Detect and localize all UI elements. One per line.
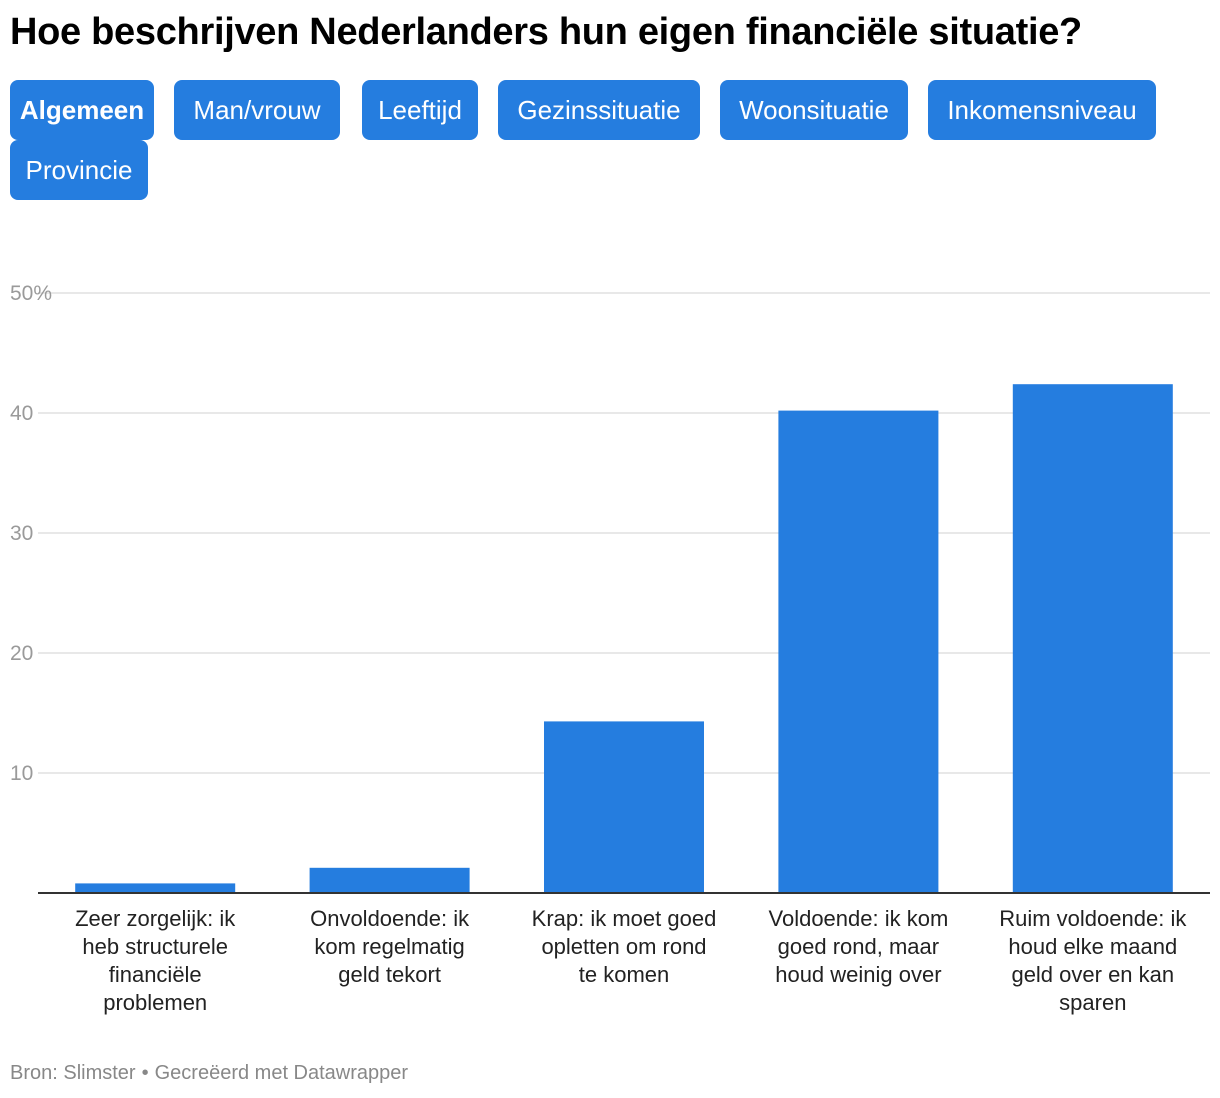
tab-inkomensniveau[interactable]: Inkomensniveau — [928, 80, 1156, 140]
source-separator: • — [141, 1062, 149, 1084]
bar — [309, 867, 470, 893]
y-tick-label: 30 — [10, 522, 33, 545]
tab-gezinssituatie[interactable]: Gezinssituatie — [498, 80, 700, 140]
x-tick-label: Voldoende: ik kom goed rond, maar houd wei… — [769, 906, 949, 987]
y-tick-label: 10 — [10, 762, 33, 785]
bar — [778, 410, 939, 893]
tab-woonsituatie[interactable]: Woonsituatie — [720, 80, 908, 140]
tab-leeftijd[interactable]: Leeftijd — [362, 80, 478, 140]
chart-title: Hoe beschrijven Nederlanders hun eigen f… — [10, 11, 1082, 53]
tab-algemeen[interactable]: Algemeen — [10, 80, 154, 140]
x-tick-label: Krap: ik moet goed opletten om rond te kom… — [532, 906, 717, 987]
x-tick-label: Zeer zorgelijk: ik heb structurele financi… — [75, 906, 236, 1015]
bar — [544, 721, 704, 893]
tab-provincie[interactable]: Provincie — [10, 140, 148, 200]
bar-chart: 10 20 30 40 50% Zeer zorgelijk: ik heb structu… — [10, 282, 1210, 1015]
source-label: Bron: Slimster — [10, 1062, 136, 1084]
tab-man-vrouw[interactable]: Man/vrouw — [174, 80, 340, 140]
x-tick-label: Onvoldoende: ik kom regelmatig geld tekort — [310, 906, 470, 987]
bar — [75, 883, 236, 893]
y-tick-label: 40 — [10, 402, 33, 425]
y-tick-label: 50% — [10, 282, 52, 305]
bar — [1012, 384, 1173, 893]
source-credit[interactable]: Gecreëerd met Datawrapper — [154, 1062, 409, 1084]
y-tick-label: 20 — [10, 642, 33, 665]
x-tick-label: Ruim voldoende: ik houd elke maand geld ov… — [999, 906, 1187, 1015]
source-line: Bron: Slimster • Gecreëerd met Datawrapper — [10, 1062, 408, 1085]
